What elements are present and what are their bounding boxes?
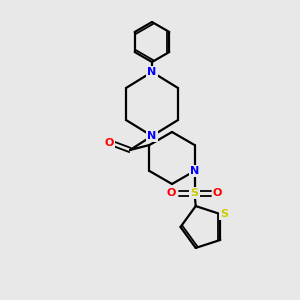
Text: O: O: [213, 188, 222, 198]
Text: S: S: [190, 188, 199, 198]
Text: N: N: [147, 131, 157, 141]
Text: O: O: [167, 188, 176, 198]
Text: S: S: [220, 209, 228, 219]
Text: O: O: [104, 138, 114, 148]
Text: N: N: [147, 67, 157, 77]
Text: N: N: [190, 166, 199, 176]
